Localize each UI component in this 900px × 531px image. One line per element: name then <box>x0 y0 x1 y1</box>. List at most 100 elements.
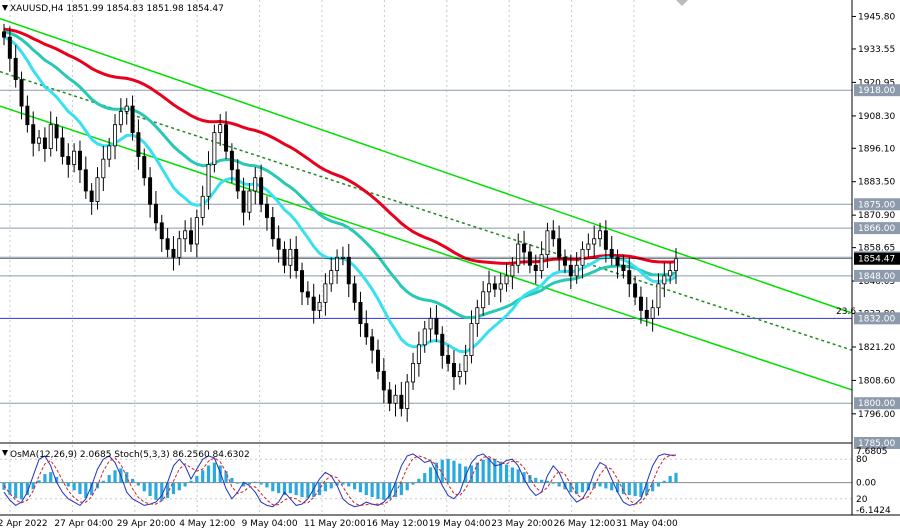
candle-body <box>212 132 217 165</box>
candle-body <box>539 254 544 271</box>
osma-bar <box>446 458 450 483</box>
candle-body <box>516 243 521 266</box>
candle-body <box>644 309 649 319</box>
osc-collapse-triangle-icon[interactable] <box>2 450 8 456</box>
candle-body <box>457 370 462 378</box>
candle-body <box>446 355 451 364</box>
candle-body <box>609 248 614 258</box>
candle-body <box>621 264 626 271</box>
candle-body <box>206 164 211 197</box>
symbol-header: XAUUSD,H4 1851.99 1854.83 1851.98 1854.4… <box>10 4 224 14</box>
osma-bar <box>651 482 655 492</box>
osma-bar <box>428 467 433 483</box>
shift-marker-icon[interactable] <box>676 0 688 6</box>
osma-bar <box>66 482 70 487</box>
candle-body <box>136 132 141 157</box>
candle-body <box>522 243 527 253</box>
osma-bar <box>218 465 222 483</box>
osma-bar <box>177 482 181 491</box>
candle-body <box>83 169 88 192</box>
time-tick-label: 29 Apr 20:00 <box>117 519 176 529</box>
candle-body <box>323 283 328 303</box>
candle-body <box>118 111 123 126</box>
price-tick-label: 1945.80 <box>858 12 895 22</box>
candle-body <box>633 283 638 298</box>
candle-body <box>276 238 281 250</box>
time-tick-label: 31 May 04:00 <box>616 519 678 529</box>
candle-body <box>224 124 229 152</box>
level-badge-label: 1866.00 <box>858 224 895 234</box>
osma-bar <box>569 482 573 493</box>
candle-body <box>60 137 65 157</box>
level-badge-label: 1848.00 <box>858 272 895 282</box>
level-badge-label: 1918.00 <box>858 86 895 96</box>
candle-body <box>25 105 30 126</box>
candle-body <box>113 124 118 147</box>
candle-body <box>340 256 345 259</box>
osma-bar <box>382 482 386 500</box>
osma-bar <box>516 469 520 483</box>
candle-body <box>434 317 439 335</box>
candle-body <box>469 323 474 356</box>
candle-body <box>142 156 147 179</box>
osma-bar <box>358 482 363 493</box>
osma-bar <box>306 482 310 498</box>
osma-bar <box>54 476 59 483</box>
candle-body <box>370 336 375 351</box>
osma-bar <box>183 482 187 487</box>
candle-body <box>2 31 6 38</box>
candle-body <box>393 394 398 404</box>
osma-bar <box>610 482 614 491</box>
candle-body <box>107 145 112 160</box>
osma-bar <box>101 480 105 483</box>
candle-body <box>416 344 421 364</box>
osma-bar <box>90 482 94 496</box>
channel-lower-line <box>0 105 853 391</box>
candle-body <box>387 389 392 404</box>
osma-bar <box>8 482 12 495</box>
osma-bar <box>528 475 532 483</box>
osma-bar <box>43 474 47 483</box>
osma-bar <box>294 482 298 496</box>
candle-body <box>510 264 515 277</box>
candle-body <box>235 169 240 192</box>
candle-body <box>422 328 427 346</box>
level-badge <box>854 397 900 410</box>
candlestick-series <box>2 23 678 422</box>
level-badge <box>854 222 900 235</box>
osma-bar <box>662 480 666 483</box>
osma-axis-label: 0.00 <box>856 479 876 489</box>
candle-body <box>282 248 287 266</box>
stoch-axis-label: 80 <box>856 455 868 465</box>
level-badge <box>854 84 900 97</box>
candle-body <box>48 124 53 149</box>
price-tick-label: 1883.50 <box>858 178 895 188</box>
osma-bar <box>598 482 602 487</box>
osma-bar <box>557 482 561 487</box>
candle-body <box>89 190 94 203</box>
time-tick-label: 4 May 12:00 <box>179 519 235 529</box>
osma-bar <box>154 482 158 500</box>
candle-body <box>603 230 608 250</box>
osma-bar <box>317 482 322 496</box>
candle-body <box>124 105 129 112</box>
osma-bar <box>469 465 474 483</box>
candle-body <box>656 283 661 309</box>
candle-body <box>504 275 509 285</box>
osma-bar <box>621 482 626 495</box>
candle-body <box>183 230 188 240</box>
candle-body <box>241 190 246 213</box>
candle-body <box>153 203 158 224</box>
candle-body <box>399 394 404 409</box>
candle-body <box>300 270 305 293</box>
osma-bar <box>19 482 24 500</box>
osma-bar <box>271 482 275 492</box>
osma-bar <box>265 482 269 488</box>
candle-body <box>13 57 18 80</box>
collapse-triangle-icon[interactable] <box>2 5 8 11</box>
osma-bar <box>580 482 585 493</box>
candle-body <box>148 177 153 205</box>
candle-body <box>7 36 12 59</box>
osma-bar <box>388 482 392 499</box>
